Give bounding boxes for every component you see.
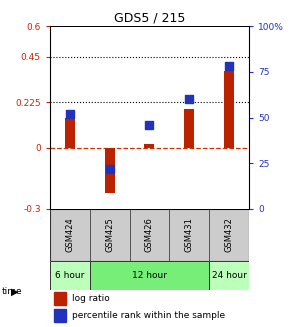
Text: GSM426: GSM426 (145, 217, 154, 252)
Bar (54, 292, 66, 305)
Point (187, 97, 192, 102)
Bar (169, 209, 209, 261)
Bar (144, 144, 154, 148)
Bar (65, 117, 75, 148)
Bar (50, 209, 90, 261)
Text: ▶: ▶ (11, 287, 19, 297)
Text: GSM424: GSM424 (65, 217, 74, 252)
Bar (130, 209, 169, 261)
Text: GSM432: GSM432 (225, 217, 234, 252)
Point (67, 111, 72, 116)
Text: percentile rank within the sample: percentile rank within the sample (72, 311, 225, 320)
Point (227, 64, 231, 69)
Text: GSM431: GSM431 (185, 217, 194, 252)
Text: time: time (1, 287, 22, 296)
Text: 24 hour: 24 hour (212, 271, 247, 280)
Bar (54, 309, 66, 322)
Title: GDS5 / 215: GDS5 / 215 (114, 12, 185, 25)
Text: GSM425: GSM425 (105, 217, 114, 252)
Bar (209, 209, 249, 261)
Point (147, 122, 152, 128)
Bar (184, 110, 194, 148)
Bar (209, 261, 249, 290)
Point (107, 166, 112, 171)
Bar (50, 261, 90, 290)
Bar (90, 209, 130, 261)
Bar (90, 261, 209, 290)
Text: 12 hour: 12 hour (132, 271, 167, 280)
Bar (224, 71, 234, 148)
Text: log ratio: log ratio (72, 294, 110, 303)
Bar (105, 148, 115, 193)
Text: 6 hour: 6 hour (55, 271, 84, 280)
